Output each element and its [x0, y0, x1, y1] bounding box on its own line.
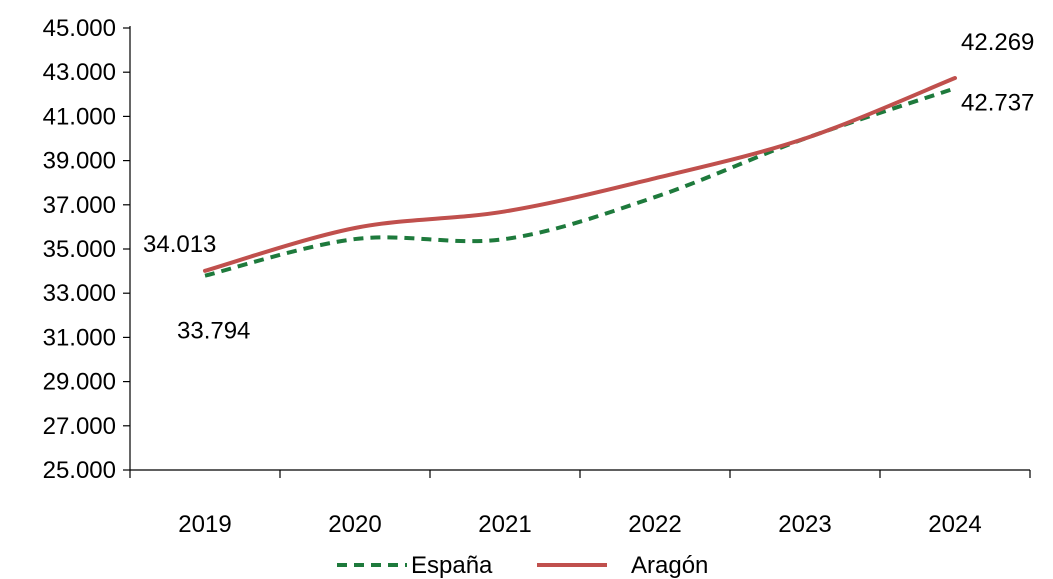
series-line-espana: [204, 86, 956, 278]
y-tick-label: 37.000: [43, 192, 116, 219]
y-axis-ticks: 25.000 27.000 29.000 31.000 33.000 35.000 37.0…: [43, 15, 130, 484]
data-labels: 34.013 33.794 42.269 42.737: [143, 29, 1034, 345]
x-tick-label: 2021: [478, 511, 531, 538]
axes: [129, 26, 1030, 471]
data-label: 42.269: [961, 29, 1034, 56]
x-tick-label: 2022: [628, 511, 681, 538]
y-tick-label: 45.000: [43, 15, 116, 42]
series-line-aragon: [203, 76, 957, 273]
series-lines: [203, 76, 957, 278]
data-label: 34.013: [143, 231, 216, 258]
legend-label-espana: España: [411, 552, 493, 579]
x-tick-label: 2023: [778, 511, 831, 538]
legend-label-aragon: Aragón: [631, 552, 708, 579]
y-tick-label: 33.000: [43, 280, 116, 307]
y-tick-label: 43.000: [43, 59, 116, 86]
y-tick-label: 29.000: [43, 369, 116, 396]
legend: España Aragón: [337, 552, 708, 579]
x-tick-label: 2020: [328, 511, 381, 538]
x-axis-ticks: 2019 2020 2021 2022 2023 2024: [129, 470, 1031, 538]
y-tick-label: 41.000: [43, 103, 116, 130]
y-tick-label: 31.000: [43, 324, 116, 351]
y-tick-label: 39.000: [43, 148, 116, 175]
data-label: 33.794: [177, 318, 250, 345]
y-tick-label: 27.000: [43, 413, 116, 440]
x-tick-label: 2019: [178, 511, 231, 538]
y-tick-label: 25.000: [43, 457, 116, 484]
y-tick-label: 35.000: [43, 236, 116, 263]
data-label: 42.737: [961, 89, 1034, 116]
x-tick-label: 2024: [928, 511, 981, 538]
